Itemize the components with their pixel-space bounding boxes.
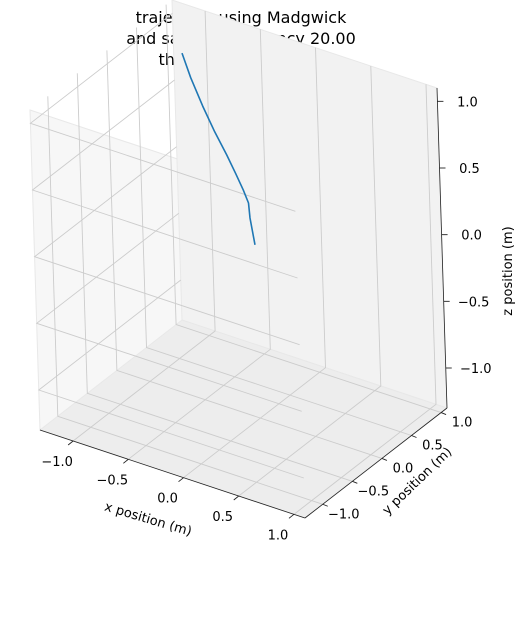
y-tick bbox=[323, 504, 328, 506]
x-tick bbox=[179, 478, 184, 482]
x-tick-label: 1.0 bbox=[268, 528, 289, 543]
y-tick-label: 0.0 bbox=[393, 461, 414, 476]
z-tick-label: −1.0 bbox=[460, 362, 492, 377]
y-tick-label: −1.0 bbox=[328, 507, 360, 522]
z-axis-label: z position (m) bbox=[501, 226, 516, 315]
z-tick-label: 0.0 bbox=[461, 229, 482, 244]
y-tick-label: 1.0 bbox=[452, 416, 473, 431]
y-tick bbox=[412, 436, 417, 438]
x-axis-label: x position (m) bbox=[103, 500, 194, 540]
y-axis-label: y position (m) bbox=[380, 445, 455, 518]
z-tick-label: 1.0 bbox=[457, 95, 478, 110]
x-tick bbox=[68, 441, 73, 445]
x-tick bbox=[234, 496, 239, 500]
x-tick-label: 0.0 bbox=[157, 492, 178, 507]
y-tick-label: −0.5 bbox=[358, 484, 390, 499]
y-tick bbox=[352, 481, 357, 483]
z-tick-label: 0.5 bbox=[459, 162, 480, 177]
x-tick bbox=[289, 514, 294, 518]
x-tick bbox=[123, 459, 128, 463]
z-tick-label: −0.5 bbox=[458, 295, 490, 310]
x-tick-label: 0.5 bbox=[212, 510, 233, 525]
x-tick-label: −1.0 bbox=[41, 455, 73, 470]
y-tick bbox=[382, 458, 387, 460]
y-tick bbox=[441, 413, 446, 415]
axis-panes bbox=[30, 0, 447, 518]
x-tick-label: −0.5 bbox=[97, 473, 129, 488]
